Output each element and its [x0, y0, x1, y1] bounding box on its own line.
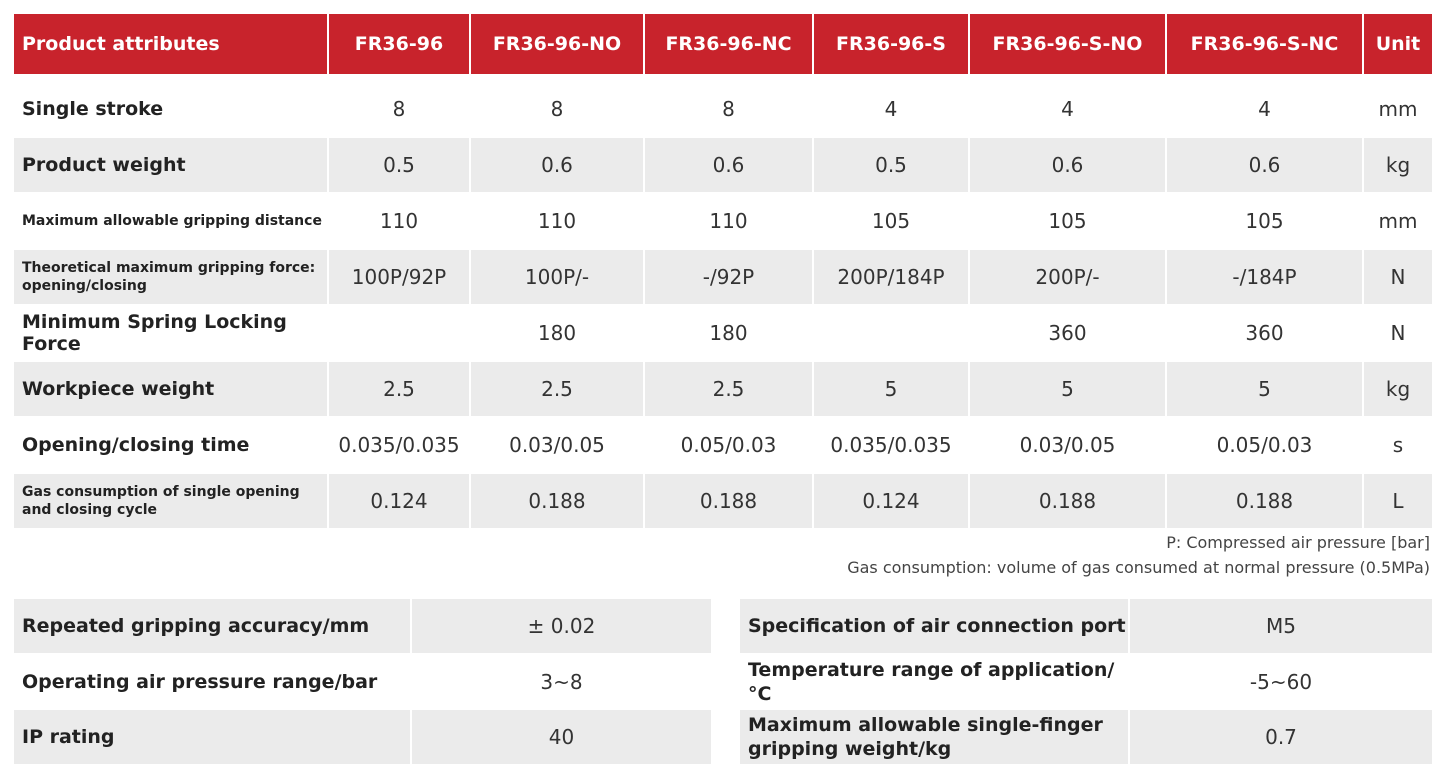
cell: 0.188: [970, 474, 1165, 528]
header-cell: FR36-96-S: [814, 14, 968, 74]
header-cell: FR36-96: [329, 14, 469, 74]
header-cell: FR36-96-S-NC: [1167, 14, 1362, 74]
cell: 200P/-: [970, 250, 1165, 304]
cell: mm: [1378, 209, 1418, 233]
cell: 105: [1245, 209, 1284, 233]
cell: 110: [537, 209, 577, 233]
cell: 2.5: [471, 362, 643, 416]
cell: 0.124: [814, 474, 968, 528]
cell: -/92P: [645, 250, 812, 304]
cell: 180: [709, 321, 748, 345]
row-label: Opening/closing time: [22, 434, 250, 456]
cell: s: [1392, 433, 1404, 457]
header-cell: Unit: [1364, 14, 1432, 74]
spec-label: Repeated gripping accuracy/mm: [14, 599, 410, 653]
row-label: Minimum Spring Locking Force: [22, 311, 287, 355]
cell: 0.035/0.035: [338, 433, 460, 457]
cell: 0.6: [1167, 138, 1362, 192]
cell: 105: [1048, 209, 1087, 233]
cell: [814, 306, 968, 360]
cell: 100P/92P: [329, 250, 469, 304]
cell: 0.05/0.03: [1216, 433, 1313, 457]
cell: 0.5: [329, 138, 469, 192]
cell: 0.035/0.035: [830, 433, 952, 457]
cell: 100P/-: [471, 250, 643, 304]
spec-value: 3~8: [540, 669, 583, 694]
cell: 2.5: [645, 362, 812, 416]
cell: 5: [970, 362, 1165, 416]
spec-value: 0.7: [1130, 710, 1432, 764]
row-label: Theoretical maximum gripping force: open…: [14, 250, 327, 304]
cell: 0.03/0.05: [509, 433, 605, 457]
cell: 360: [1048, 321, 1087, 345]
cell: 0.6: [645, 138, 812, 192]
cell: 180: [537, 321, 577, 345]
row-label: Gas consumption of single opening and cl…: [14, 474, 327, 528]
cell: 110: [379, 209, 419, 233]
cell: 5: [814, 362, 968, 416]
cell: 8: [392, 97, 406, 121]
cell: 0.188: [471, 474, 643, 528]
spec-value: 40: [412, 710, 711, 764]
cell: 0.05/0.03: [680, 433, 777, 457]
cell: 8: [550, 97, 564, 121]
spec-label: Specification of air connection port: [740, 599, 1128, 653]
spec-label: IP rating: [14, 710, 410, 764]
spec-value: -5~60: [1249, 669, 1313, 694]
cell: 105: [871, 209, 911, 233]
note: P: Compressed air pressure [bar]: [1166, 533, 1430, 552]
header-cell: Product attributes: [14, 14, 327, 74]
cell: 0.188: [645, 474, 812, 528]
cell: 5: [1167, 362, 1362, 416]
cell: 4: [1258, 97, 1271, 121]
cell: 8: [722, 97, 735, 121]
note: Gas consumption: volume of gas consumed …: [847, 558, 1430, 577]
cell: 0.5: [814, 138, 968, 192]
spec-label: Operating air pressure range/bar: [22, 670, 378, 693]
row-label: Workpiece weight: [14, 362, 327, 416]
cell: [329, 306, 469, 360]
cell: 0.124: [329, 474, 469, 528]
cell: N: [1364, 250, 1432, 304]
spec-label: Maximum allowable single-finger gripping…: [740, 710, 1128, 764]
cell: L: [1364, 474, 1432, 528]
header-cell: FR36-96-NC: [645, 14, 812, 74]
spec-value: ± 0.02: [412, 599, 711, 653]
cell: 4: [1061, 97, 1074, 121]
cell: 0.03/0.05: [1019, 433, 1116, 457]
cell: mm: [1378, 97, 1418, 121]
cell: 360: [1245, 321, 1284, 345]
cell: 4: [884, 97, 898, 121]
cell: -/184P: [1167, 250, 1362, 304]
spec-label: Temperature range of application/°C: [748, 658, 1115, 705]
header-cell: FR36-96-NO: [471, 14, 643, 74]
cell: 2.5: [329, 362, 469, 416]
cell: N: [1390, 321, 1406, 345]
row-label: Product weight: [14, 138, 327, 192]
cell: 110: [709, 209, 748, 233]
cell: 200P/184P: [814, 250, 968, 304]
row-label: Maximum allowable gripping distance: [22, 213, 322, 229]
cell: kg: [1364, 138, 1432, 192]
cell: kg: [1364, 362, 1432, 416]
spec-value: M5: [1130, 599, 1432, 653]
cell: 0.6: [471, 138, 643, 192]
row-label: Single stroke: [22, 98, 164, 120]
cell: 0.188: [1167, 474, 1362, 528]
cell: 0.6: [970, 138, 1165, 192]
header-cell: FR36-96-S-NO: [970, 14, 1165, 74]
